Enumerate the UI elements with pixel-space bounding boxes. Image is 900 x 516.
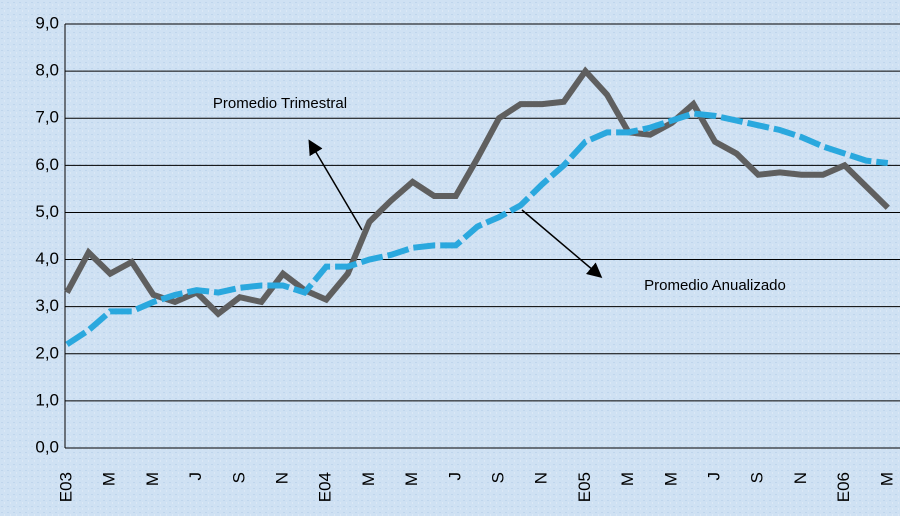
x-tick-label: S — [229, 472, 248, 483]
x-tick-label: M — [618, 472, 637, 486]
x-tick-label: E04 — [316, 472, 335, 502]
x-tick-label: N — [272, 472, 291, 484]
y-tick-label: 3,0 — [35, 296, 59, 315]
y-tick-label: 6,0 — [35, 155, 59, 174]
y-tick-label: 2,0 — [35, 343, 59, 362]
y-tick-label: 7,0 — [35, 108, 59, 127]
x-tick-label: E06 — [834, 472, 853, 502]
x-tick-label: S — [748, 472, 767, 483]
x-tick-label: J — [704, 472, 723, 481]
y-tick-label: 4,0 — [35, 249, 59, 268]
x-tick-label: M — [402, 472, 421, 486]
y-tick-label: 9,0 — [35, 13, 59, 32]
series-line — [65, 110, 889, 347]
x-tick-label: E05 — [575, 472, 594, 502]
x-tick-label: N — [791, 472, 810, 484]
x-tick-label: M — [661, 472, 680, 486]
y-tick-label: 1,0 — [35, 390, 59, 409]
x-tick-label: M — [100, 472, 119, 486]
series-line — [64, 66, 890, 318]
x-tick-label: M — [359, 472, 378, 486]
x-tick-label: S — [488, 472, 507, 483]
y-tick-label: 0,0 — [35, 437, 59, 456]
annotation: Promedio Anualizado — [644, 277, 786, 294]
annotation: Promedio Trimestral — [213, 95, 347, 112]
x-tick-label: M — [143, 472, 162, 486]
x-tick-label: N — [532, 472, 551, 484]
y-tick-label: 5,0 — [35, 202, 59, 221]
x-tick-label: E03 — [56, 472, 75, 502]
arrow — [521, 209, 603, 278]
arrow — [308, 139, 363, 231]
y-tick-label: 8,0 — [35, 61, 59, 80]
x-tick-label: J — [445, 472, 464, 481]
x-tick-label: M — [877, 472, 896, 486]
x-tick-label: J — [186, 472, 205, 481]
